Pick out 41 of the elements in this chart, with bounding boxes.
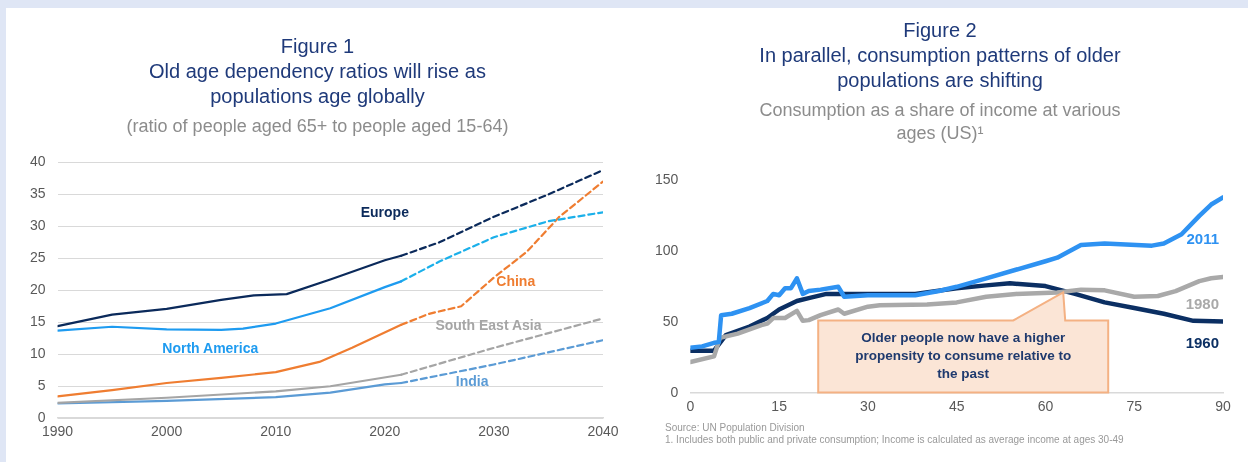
chart-subtitle: (ratio of people aged 65+ to people aged 15-64) [125, 115, 510, 138]
chart-title: Figure 2 In parallel, consumption patterns of older populations are shifting [758, 18, 1122, 93]
x-tick-label: 2030 [478, 423, 510, 440]
annotation: Older people now have a higher propensity to consume relative to the past [855, 330, 1072, 382]
series-label: 1980 [1185, 295, 1219, 313]
x-tick-label: 45 [948, 398, 965, 415]
x-tick-label: 90 [1215, 398, 1231, 415]
x-tick-label: 2000 [151, 423, 183, 440]
x-tick-label: 2020 [369, 423, 401, 440]
chart-title: Figure 1 Old age dependency ratios will rise as populations age globally [148, 34, 487, 109]
y-tick-label: 40 [29, 153, 46, 170]
y-tick-label: 0 [37, 409, 46, 426]
x-tick-label: 1990 [41, 423, 74, 440]
y-tick-label: 25 [29, 249, 46, 266]
x-tick-label: 30 [860, 398, 876, 415]
series-label: North America [162, 339, 259, 356]
y-tick-label: 50 [662, 313, 679, 330]
text: India [455, 373, 489, 390]
y-tick-label: 35 [29, 185, 46, 202]
y-tick-label: 100 [655, 242, 679, 259]
y-tick-label: 15 [29, 313, 46, 330]
x-tick-label: 0 [686, 398, 695, 415]
y-tick-label: 5 [37, 377, 46, 394]
series-label: 1960 [1185, 333, 1219, 351]
y-tick-label: 10 [29, 345, 46, 362]
chart-subtitle: Consumption as a share of income at various ages (US)¹ [758, 99, 1122, 145]
series-label: 2011 [1186, 229, 1219, 247]
x-tick-label: 15 [771, 398, 788, 415]
x-tick-label: 75 [1126, 398, 1143, 415]
y-tick-label: 20 [29, 281, 46, 298]
text: China [496, 273, 536, 290]
text: South East Asia [435, 316, 542, 333]
x-tick-label: 2040 [587, 423, 619, 440]
source-note: Source: UN Population Division [665, 422, 805, 433]
text: Europe [360, 204, 410, 221]
y-tick-label: 0 [670, 384, 679, 401]
y-tick-label: 30 [29, 217, 46, 234]
y-tick-label: 150 [655, 171, 679, 188]
x-tick-label: 60 [1037, 398, 1054, 415]
x-tick-label: 2010 [260, 423, 292, 440]
text: 1. Includes both public and private consumption; Income is calculated as average income at ages 30-49 [665, 434, 1124, 445]
